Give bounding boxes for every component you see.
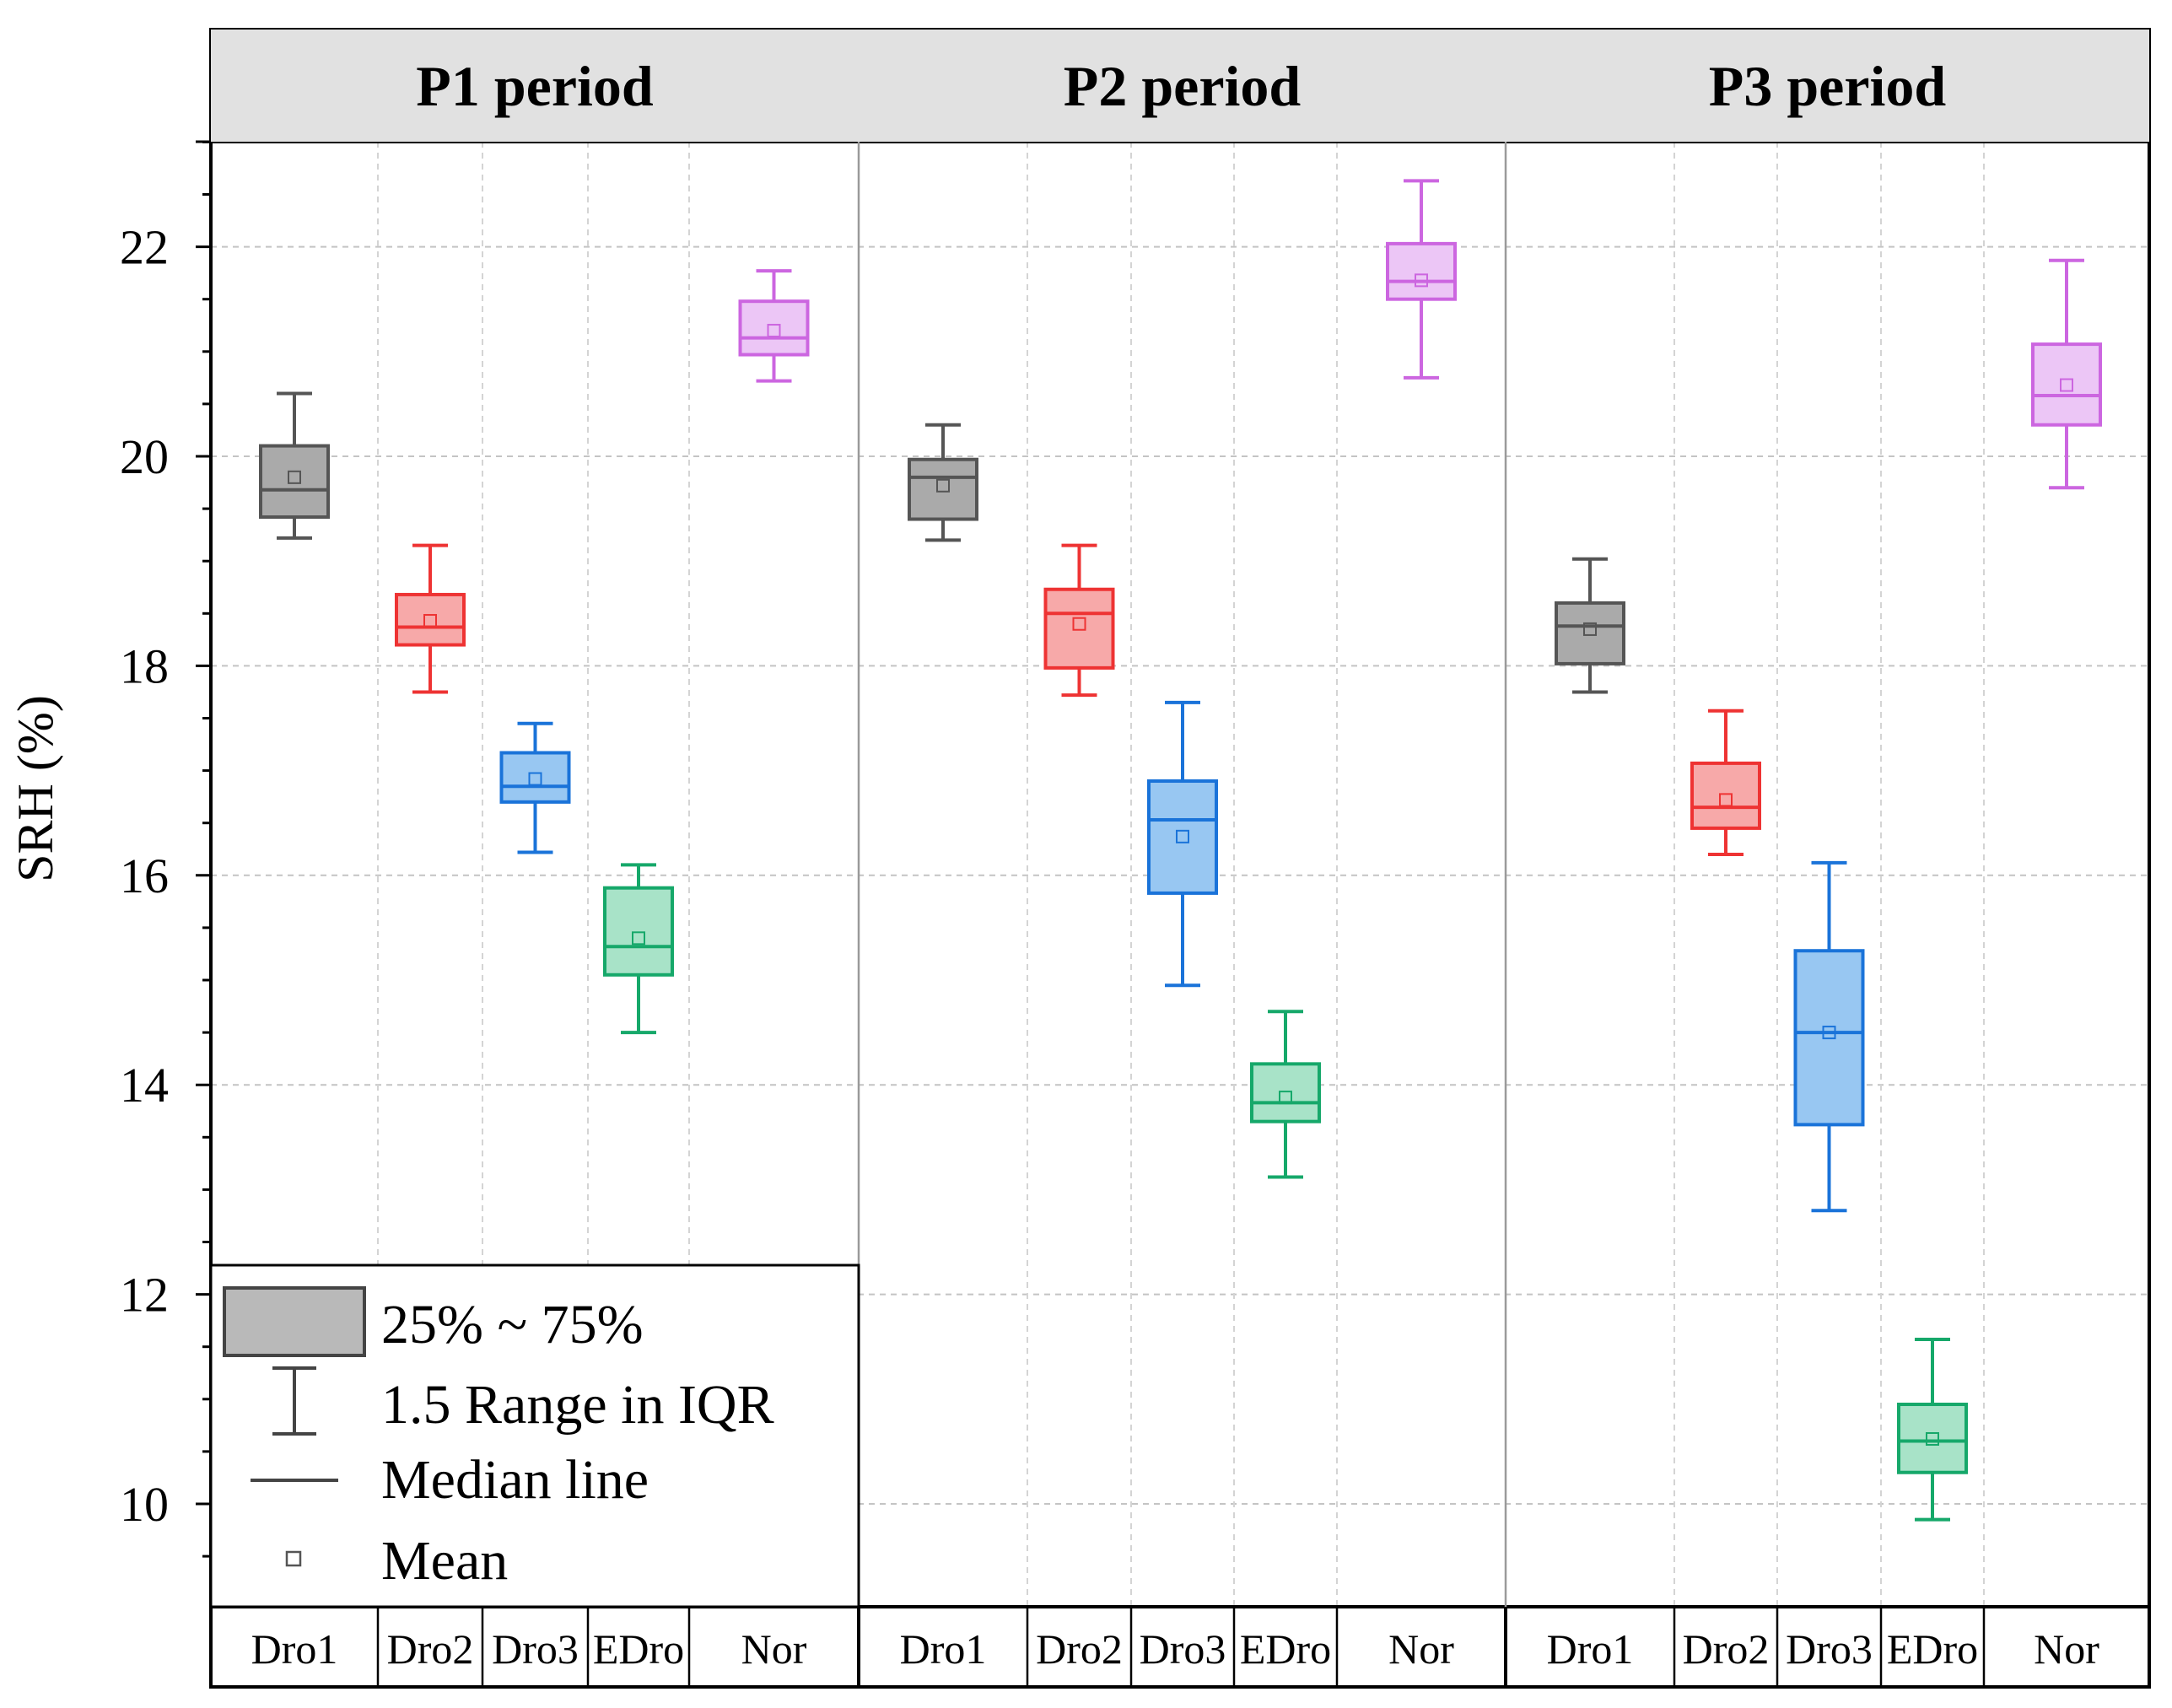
iqr-box <box>2031 342 2102 427</box>
mean-marker <box>1719 793 1733 807</box>
iqr-box <box>499 751 571 804</box>
mean-marker <box>1926 1431 1939 1446</box>
box-plot-dro3 <box>1147 700 1218 988</box>
mean-marker <box>632 931 645 946</box>
category-label: EDro <box>1887 1625 1978 1673</box>
box-plot-dro2 <box>395 543 466 694</box>
category-label: Dro3 <box>1140 1625 1226 1673</box>
mean-marker <box>1176 829 1189 843</box>
box-plots <box>259 179 2102 1522</box>
iqr-box <box>1386 241 1457 301</box>
mean-marker <box>767 323 781 337</box>
box-plot-dro2 <box>1043 543 1115 698</box>
box-plot-dro3 <box>1793 860 1865 1213</box>
box-plot-dro1 <box>908 423 978 542</box>
y-tick-label: 20 <box>120 429 169 484</box>
category-label: EDro <box>593 1625 684 1673</box>
mean-marker <box>1279 1091 1292 1105</box>
iqr-box <box>908 457 978 521</box>
box-plot-edro <box>1250 1010 1321 1179</box>
panel-headers: P1 period P2 period P3 period <box>211 30 2149 142</box>
iqr-box <box>1555 601 1625 665</box>
category-label: Dro3 <box>492 1625 579 1673</box>
category-label: Dro1 <box>251 1625 338 1673</box>
category-label: Nor <box>2034 1625 2099 1673</box>
iqr-box <box>259 444 330 520</box>
y-axis: SRH (%) 10 12 14 16 18 20 22 <box>8 140 211 1558</box>
iqr-box <box>395 592 466 647</box>
category-label: Nor <box>741 1625 807 1673</box>
iqr-box <box>1690 761 1761 830</box>
mean-marker <box>2060 378 2073 392</box>
category-label: Dro2 <box>1036 1625 1123 1673</box>
category-label: Nor <box>1388 1625 1454 1673</box>
iqr-box <box>1250 1062 1321 1123</box>
legend-label: 1.5 Range in IQR <box>381 1374 774 1436</box>
gridlines <box>211 142 2149 1607</box>
category-label: Dro2 <box>387 1625 474 1673</box>
legend-swatch-box <box>223 1286 366 1357</box>
mean-marker <box>288 470 301 484</box>
panel-title: P2 period <box>1064 54 1302 118</box>
y-axis-label: SRH (%) <box>8 695 63 882</box>
box-plot-nor <box>2031 258 2102 490</box>
legend: 25% ~ 75% 1.5 Range in IQR Median line Mean <box>209 1263 860 1608</box>
category-label: Dro1 <box>1547 1625 1634 1673</box>
category-label: Dro1 <box>900 1625 987 1673</box>
box-plot-nor <box>738 269 810 383</box>
iqr-box <box>1147 779 1218 895</box>
y-tick-label: 22 <box>120 220 169 275</box>
legend-label: Mean <box>381 1530 508 1592</box>
y-tick-label: 12 <box>120 1268 169 1323</box>
legend-label: Median line <box>381 1449 649 1511</box>
box-plot-dro1 <box>1555 557 1625 694</box>
category-label: EDro <box>1240 1625 1331 1673</box>
y-tick-label: 14 <box>120 1058 169 1113</box>
mean-marker <box>528 772 542 786</box>
iqr-box <box>1043 587 1115 670</box>
legend-swatch-mean <box>285 1550 302 1567</box>
panel-title: P1 period <box>416 54 654 118</box>
box-plot-dro2 <box>1690 709 1761 856</box>
header-band <box>211 30 2149 142</box>
box-plot-dro3 <box>499 721 571 854</box>
panel-title: P3 period <box>1709 54 1947 118</box>
category-labels: Dro1 Dro2 Dro3 EDro Nor Dro1 Dro2 Dro3 EDro Nor Dr… <box>251 1625 2100 1673</box>
y-tick-label: 16 <box>120 849 169 903</box>
mean-marker <box>1415 273 1428 288</box>
box-plot-nor <box>1386 179 1457 380</box>
category-label: Dro3 <box>1786 1625 1873 1673</box>
box-plot-dro1 <box>259 391 330 540</box>
mean-marker <box>1072 617 1086 631</box>
category-label: Dro2 <box>1683 1625 1770 1673</box>
legend-label: 25% ~ 75% <box>381 1294 644 1355</box>
iqr-box <box>738 299 810 357</box>
mean-marker <box>1822 1026 1836 1040</box>
iqr-box <box>603 886 674 977</box>
iqr-box <box>1897 1403 1968 1474</box>
box-plot-edro <box>603 863 674 1035</box>
mean-marker <box>423 613 437 628</box>
mean-marker <box>1583 622 1597 636</box>
y-tick-label: 10 <box>120 1477 169 1532</box>
mean-marker <box>936 478 950 493</box>
box-plot-edro <box>1897 1338 1968 1522</box>
y-tick-label: 18 <box>120 638 169 693</box>
